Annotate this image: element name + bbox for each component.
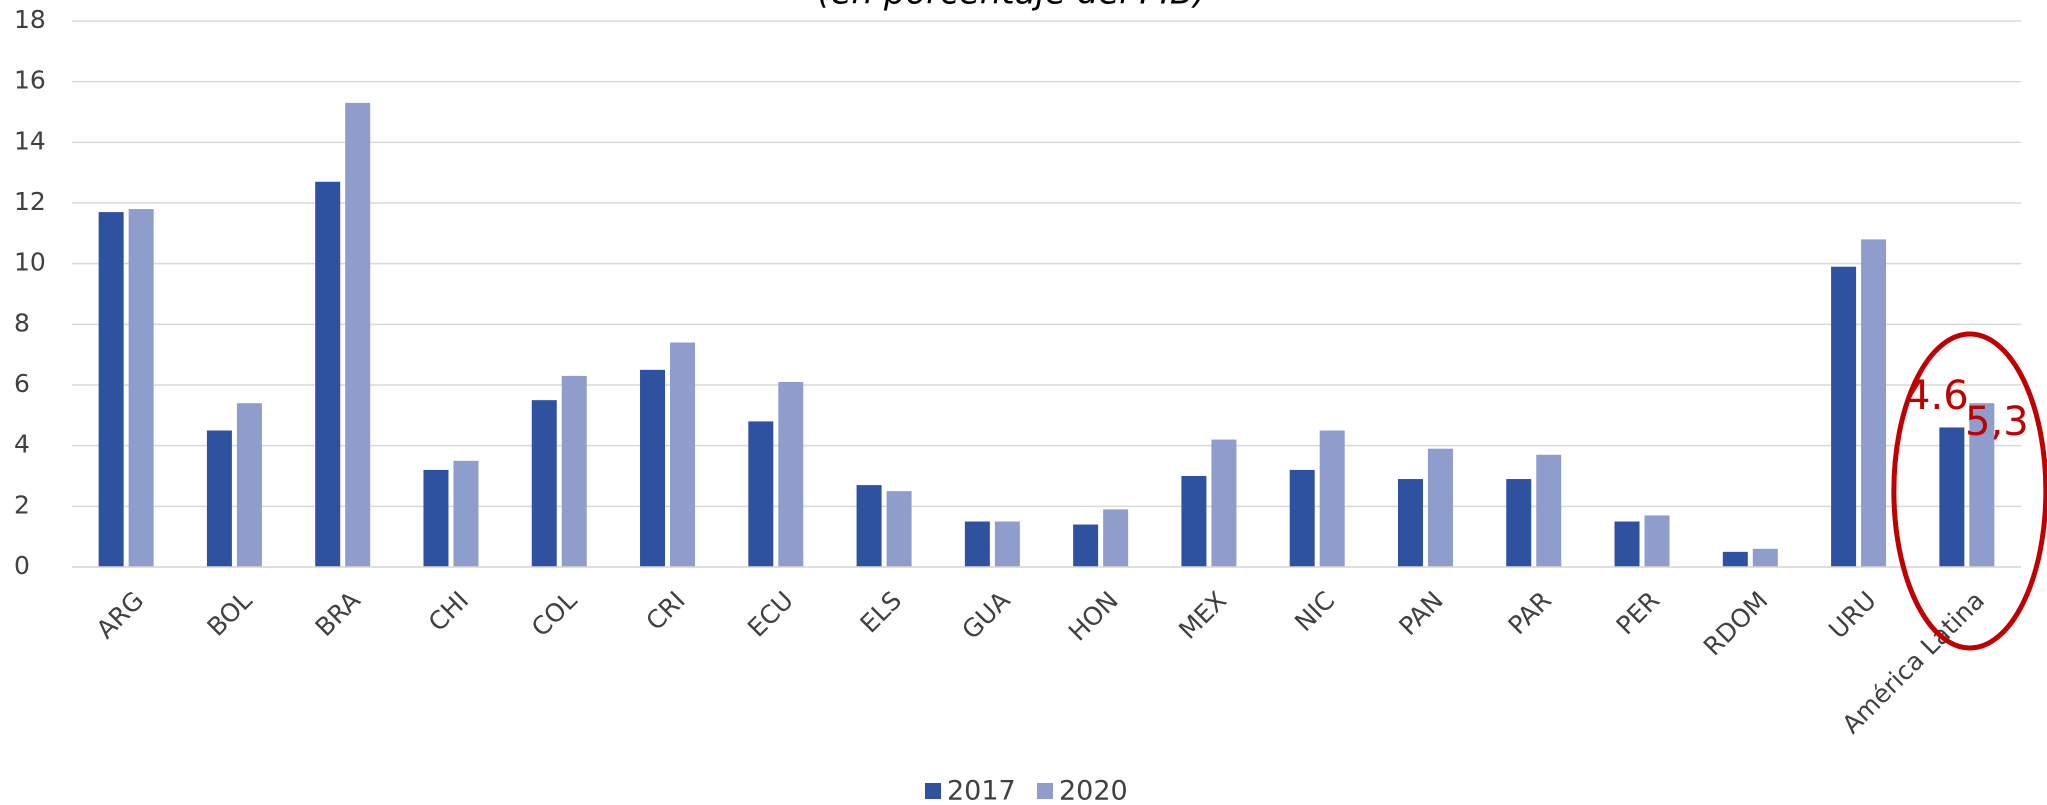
x-tick-label: BRA — [310, 586, 366, 642]
bar — [1614, 521, 1640, 567]
bar — [1861, 239, 1887, 567]
bar — [1073, 524, 1099, 567]
bar — [670, 342, 696, 567]
bar — [206, 430, 232, 567]
bar — [748, 421, 774, 567]
x-tick-label: GUA — [956, 586, 1015, 645]
bar — [640, 369, 666, 567]
bar — [1289, 469, 1315, 567]
x-tick-label: ECU — [742, 586, 799, 643]
bar — [561, 375, 587, 567]
highlight-ellipse — [1891, 331, 2047, 651]
bar — [315, 181, 341, 567]
bar — [423, 469, 449, 567]
bar — [1181, 476, 1207, 567]
y-tick-label: 18 — [14, 5, 46, 34]
bar — [1752, 548, 1778, 567]
bar — [128, 209, 154, 568]
bar — [1644, 515, 1670, 567]
bar — [1211, 439, 1237, 567]
bar — [856, 485, 882, 567]
y-tick-label: 14 — [14, 126, 46, 155]
bar — [1722, 551, 1748, 567]
legend-label: 2020 — [1059, 776, 1128, 805]
x-tick-label: BOL — [202, 586, 258, 642]
x-tick-label: ELS — [855, 586, 908, 639]
bar — [994, 521, 1020, 567]
bar — [778, 381, 804, 567]
bar — [1536, 454, 1562, 567]
bar — [1831, 266, 1857, 567]
bar — [1427, 448, 1453, 567]
y-tick-label: 4 — [14, 430, 30, 459]
legend-swatch — [1037, 783, 1053, 799]
y-tick-label: 12 — [14, 187, 46, 216]
x-tick-label: CRI — [640, 586, 690, 636]
bar — [453, 460, 479, 567]
legend-label: 2017 — [947, 776, 1016, 805]
x-tick-label: ARG — [91, 586, 150, 645]
x-tick-label: PAR — [1503, 586, 1557, 640]
legend-swatch — [925, 783, 941, 799]
bar — [1939, 427, 1965, 567]
bar — [236, 403, 262, 567]
bar — [886, 491, 912, 567]
chart-title: (en porcentaje del PIB) — [817, 0, 1206, 13]
x-tick-label: RDOM — [1698, 586, 1774, 662]
x-tick-label: MEX — [1173, 586, 1232, 645]
x-tick-label: PAN — [1393, 586, 1448, 641]
bar — [964, 521, 990, 567]
y-tick-label: 0 — [14, 551, 30, 580]
x-tick-label: PER — [1611, 586, 1666, 641]
y-tick-label: 2 — [14, 490, 30, 519]
y-tick-label: 6 — [14, 369, 30, 398]
annotation: 4.6 — [1905, 373, 1969, 419]
bar — [1319, 430, 1345, 567]
y-tick-label: 10 — [14, 248, 46, 277]
bar — [98, 212, 124, 567]
bar — [531, 400, 557, 567]
bar — [345, 102, 371, 568]
bar — [1397, 479, 1423, 567]
y-tick-label: 8 — [14, 308, 30, 337]
x-tick-label: HON — [1063, 586, 1124, 647]
x-tick-label: URU — [1823, 586, 1882, 645]
x-tick-label: COL — [526, 586, 583, 643]
y-tick-label: 16 — [14, 66, 46, 95]
x-tick-label: CHI — [423, 586, 474, 637]
bar — [1969, 403, 1995, 567]
annotation: 5,3 — [1965, 399, 2029, 445]
bar — [1103, 509, 1129, 567]
x-tick-label: NIC — [1289, 586, 1340, 637]
bar — [1506, 479, 1532, 567]
